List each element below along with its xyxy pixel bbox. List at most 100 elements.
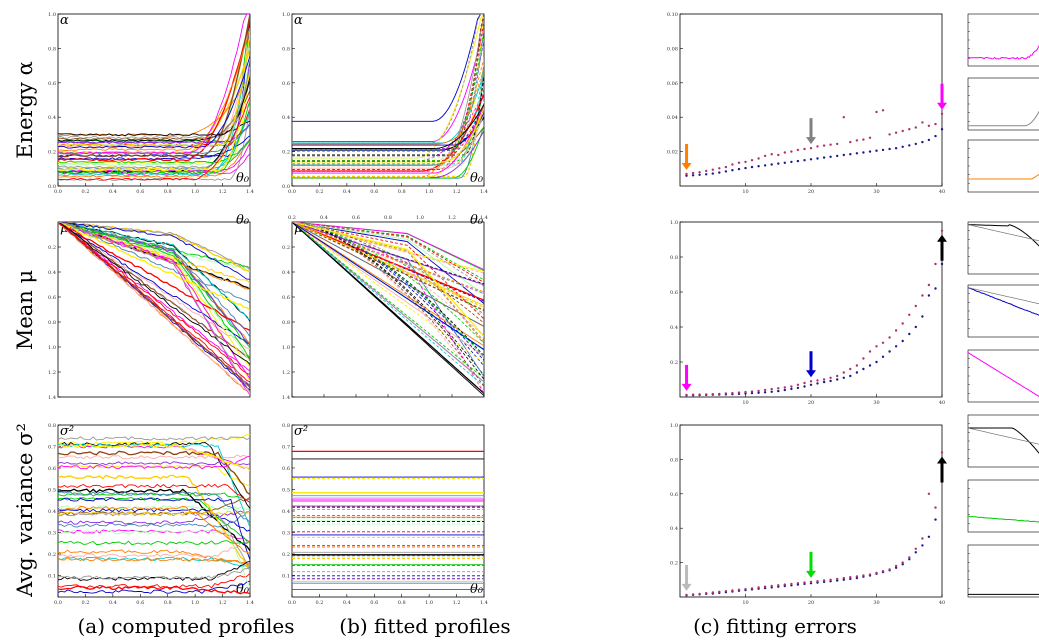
error-point xyxy=(842,576,845,580)
error-point xyxy=(829,155,832,158)
error-point xyxy=(816,580,819,583)
error-point xyxy=(744,160,747,164)
y-tick-label: 0.4 xyxy=(282,509,290,515)
error-point xyxy=(914,304,917,308)
y-tick-label: 0.06 xyxy=(667,81,678,87)
error-point xyxy=(940,229,944,232)
x-tick-label: 20 xyxy=(808,400,814,406)
error-point xyxy=(724,170,728,173)
error-series xyxy=(685,262,944,397)
error-point xyxy=(698,171,701,174)
thumbnail-plot xyxy=(967,139,1039,193)
series-group xyxy=(292,14,484,179)
y-axis-symbol: σ² xyxy=(294,424,308,439)
fitted-dashed-line xyxy=(292,222,484,337)
x-tick-label: 0.8 xyxy=(398,189,406,195)
panels: 0.0 0.2 0.4 0.6 0.8 1.0 1.2 1.40.00.20.40.60.81… xyxy=(48,12,947,606)
profile-line xyxy=(292,59,484,178)
y-axis-symbol: σ² xyxy=(60,424,74,439)
error-point xyxy=(862,367,865,371)
x-axis-symbol: θ₀ xyxy=(470,171,484,186)
x-tick-label: 0.4 xyxy=(343,189,351,195)
highlight-arrow xyxy=(937,456,947,483)
profile-line xyxy=(292,222,484,342)
error-point xyxy=(881,355,885,358)
x-axis-symbol: θ₀ xyxy=(470,213,484,228)
profile-line xyxy=(58,496,250,543)
profile-line xyxy=(292,222,484,273)
error-point xyxy=(908,556,911,559)
profile-line xyxy=(58,68,250,169)
error-point xyxy=(881,109,885,112)
error-point xyxy=(822,579,826,582)
y-tick-label: 1.0 xyxy=(282,12,290,18)
error-point xyxy=(796,159,800,163)
error-point xyxy=(934,287,937,290)
error-point xyxy=(737,161,741,164)
x-tick-label: 1.0 xyxy=(425,600,433,606)
error-point xyxy=(796,383,800,386)
arrow-head xyxy=(937,102,947,110)
error-point xyxy=(777,389,780,393)
error-point xyxy=(685,593,688,597)
x-tick-label: 1.4 xyxy=(480,189,488,195)
profile-line xyxy=(58,222,250,360)
profile-line xyxy=(58,474,250,571)
x-tick-label: 1.2 xyxy=(219,189,227,195)
plot-frame xyxy=(57,424,251,598)
profile-line xyxy=(292,108,484,163)
thumbnail-line xyxy=(967,287,1039,316)
profile-line xyxy=(292,222,484,311)
error-point xyxy=(888,350,891,353)
error-point xyxy=(881,341,885,344)
y-tick-label: 0.8 xyxy=(282,423,290,429)
y-tick-label: 1.2 xyxy=(282,370,290,376)
profile-line xyxy=(292,71,484,167)
error-point xyxy=(927,124,931,128)
y-tick-label: 0.8 xyxy=(670,457,678,463)
error-point xyxy=(875,571,878,575)
error-point xyxy=(731,589,734,592)
y-tick-label: 1.0 xyxy=(670,220,678,226)
error-point xyxy=(691,593,695,596)
error-point xyxy=(796,148,800,152)
y-tick-label: 0.2 xyxy=(670,561,678,567)
profile-line xyxy=(58,222,250,393)
error-point xyxy=(685,393,688,397)
y-tick-label: 0.6 xyxy=(670,290,678,296)
error-point xyxy=(849,153,852,156)
profile-line xyxy=(292,30,484,151)
error-point xyxy=(849,374,852,378)
error-point xyxy=(816,157,819,160)
arrow-head xyxy=(681,383,692,391)
error-point xyxy=(921,140,924,144)
row-label-energy: Energy α xyxy=(13,61,37,158)
error-point xyxy=(855,152,859,155)
y-tick-label: 0.6 xyxy=(282,81,290,87)
profile-line xyxy=(292,14,484,122)
thumbnail-plot xyxy=(967,414,1039,468)
profile-line xyxy=(58,222,250,338)
y-tick-label: 0.8 xyxy=(282,46,290,52)
y-tick-label: 0.5 xyxy=(282,488,290,494)
thumbnail-column xyxy=(967,13,1039,598)
profile-line xyxy=(58,222,250,383)
fitted-dashed-line xyxy=(292,222,484,392)
profile-line xyxy=(58,557,250,565)
profile-line xyxy=(58,68,250,172)
row-label-mean: Mean μ xyxy=(13,270,37,350)
profile-line xyxy=(58,222,250,290)
error-point xyxy=(894,566,898,569)
profile-line xyxy=(58,99,250,175)
error-point xyxy=(927,138,931,142)
y-axis-symbol: μ xyxy=(294,221,302,236)
error-point xyxy=(849,367,852,371)
error-point xyxy=(809,158,813,161)
profile-line xyxy=(58,14,250,155)
error-point xyxy=(901,561,904,564)
profile-line xyxy=(58,222,250,332)
y-tick-label: 0.4 xyxy=(48,270,56,276)
y-tick-label: 0.6 xyxy=(282,295,290,301)
profile-line xyxy=(58,580,250,594)
x-tick-label: 1.2 xyxy=(453,600,461,606)
